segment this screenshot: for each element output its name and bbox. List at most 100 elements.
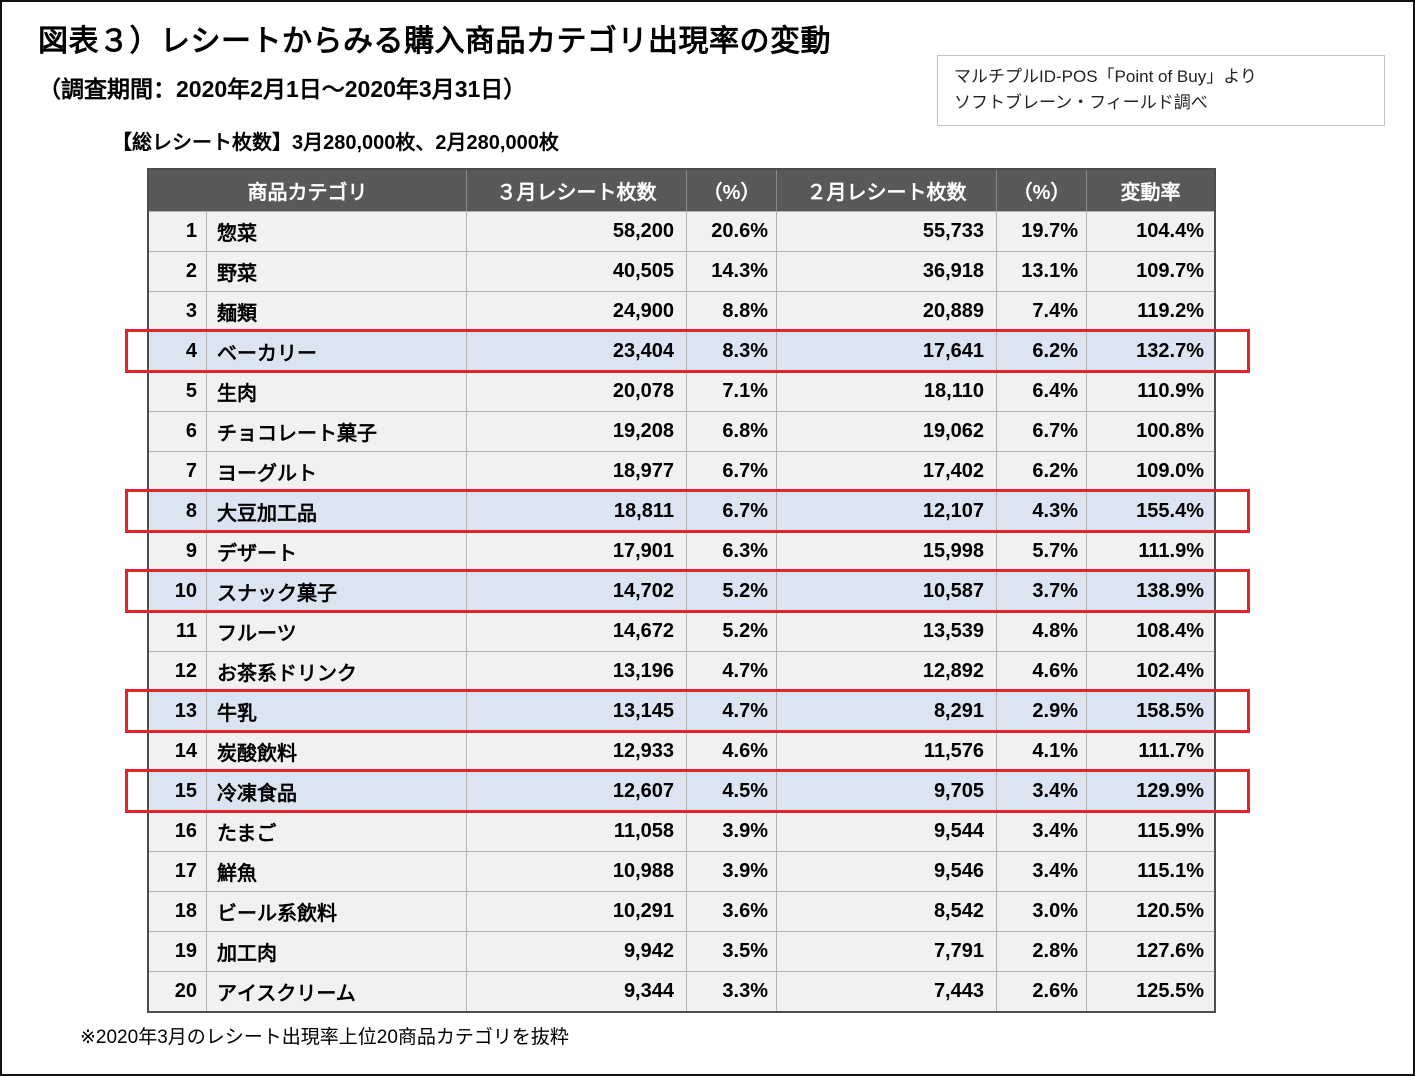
row-rank: 5	[149, 372, 207, 411]
row-march-pct: 4.7%	[687, 692, 777, 731]
row-category: 鮮魚	[207, 852, 467, 891]
row-rank: 7	[149, 452, 207, 491]
row-march-count: 18,811	[467, 492, 687, 531]
row-category: デザート	[207, 532, 467, 571]
row-feb-count: 7,443	[777, 972, 997, 1011]
table-row: 3 麺類 24,900 8.8% 20,889 7.4% 119.2%	[149, 291, 1214, 331]
row-rank: 12	[149, 652, 207, 691]
row-march-pct: 6.7%	[687, 492, 777, 531]
row-rank: 4	[149, 332, 207, 371]
table-row: 2 野菜 40,505 14.3% 36,918 13.1% 109.7%	[149, 251, 1214, 291]
row-march-pct: 6.3%	[687, 532, 777, 571]
row-feb-count: 12,892	[777, 652, 997, 691]
row-march-pct: 14.3%	[687, 252, 777, 291]
row-march-count: 13,196	[467, 652, 687, 691]
table-row: 10 スナック菓子 14,702 5.2% 10,587 3.7% 138.9%	[125, 569, 1250, 613]
row-change-rate: 158.5%	[1136, 700, 1204, 722]
row-change-rate: 119.2%	[1137, 300, 1204, 322]
row-feb-pct: 4.1%	[997, 732, 1087, 771]
row-march-pct: 20.6%	[687, 212, 777, 251]
row-march-count: 24,900	[467, 292, 687, 331]
row-rank: 20	[149, 972, 207, 1011]
row-feb-pct: 6.2%	[997, 332, 1087, 371]
table-row: 17 鮮魚 10,988 3.9% 9,546 3.4% 115.1%	[149, 851, 1214, 891]
table-row: 1 惣菜 58,200 20.6% 55,733 19.7% 104.4%	[149, 211, 1214, 251]
row-category: ベーカリー	[207, 332, 467, 371]
row-change-rate: 132.7%	[1136, 340, 1204, 362]
row-march-count: 40,505	[467, 252, 687, 291]
row-march-count: 17,901	[467, 532, 687, 571]
row-rank: 19	[149, 932, 207, 971]
table-row: 11 フルーツ 14,672 5.2% 13,539 4.8% 108.4%	[149, 611, 1214, 651]
row-feb-count: 15,998	[777, 532, 997, 571]
table-row: 7 ヨーグルト 18,977 6.7% 17,402 6.2% 109.0%	[149, 451, 1214, 491]
category-table: 商品カテゴリ ３月レシート枚数 （%） ２月レシート枚数 （%） 変動率 1 惣…	[125, 168, 1250, 1013]
row-march-pct: 4.6%	[687, 732, 777, 771]
receipt-count-note: 【総レシート枚数】3月280,000枚、2月280,000枚	[112, 132, 559, 154]
row-rank: 1	[149, 212, 207, 251]
row-feb-count: 11,576	[777, 732, 997, 771]
table-row: 18 ビール系飲料 10,291 3.6% 8,542 3.0% 120.5%	[149, 891, 1214, 931]
header-cell-category: 商品カテゴリ	[149, 170, 467, 211]
source-line-1: マルチプルID-POS「Point of Buy」より	[954, 67, 1257, 86]
row-march-count: 20,078	[467, 372, 687, 411]
row-change-rate: 138.9%	[1136, 580, 1204, 602]
table-body: 1 惣菜 58,200 20.6% 55,733 19.7% 104.4% 2 …	[125, 211, 1250, 1011]
row-feb-pct: 4.3%	[997, 492, 1087, 531]
row-march-pct: 5.2%	[687, 612, 777, 651]
row-feb-count: 7,791	[777, 932, 997, 971]
row-feb-pct: 3.4%	[997, 772, 1087, 811]
row-feb-count: 8,542	[777, 892, 997, 931]
source-line-2: ソフトブレーン・フィールド調べ	[954, 93, 1208, 113]
row-feb-pct: 3.7%	[997, 572, 1087, 611]
table-row: 20 アイスクリーム 9,344 3.3% 7,443 2.6% 125.5%	[149, 971, 1214, 1011]
row-march-pct: 8.8%	[687, 292, 777, 331]
row-march-count: 9,942	[467, 932, 687, 971]
row-category: ビール系飲料	[207, 892, 467, 931]
table-row: 8 大豆加工品 18,811 6.7% 12,107 4.3% 155.4%	[125, 489, 1250, 533]
row-march-pct: 6.7%	[687, 452, 777, 491]
row-change-rate: 104.4%	[1136, 220, 1204, 242]
row-feb-count: 55,733	[777, 212, 997, 251]
row-feb-pct: 19.7%	[997, 212, 1087, 251]
row-category: ヨーグルト	[207, 452, 467, 491]
row-march-count: 10,291	[467, 892, 687, 931]
table-row: 14 炭酸飲料 12,933 4.6% 11,576 4.1% 111.7%	[149, 731, 1214, 771]
row-change-rate: 129.9%	[1136, 780, 1204, 802]
row-change-rate: 155.4%	[1136, 500, 1204, 522]
header-cell-feb-pct: （%）	[997, 170, 1087, 211]
row-march-count: 11,058	[467, 812, 687, 851]
row-category: 冷凍食品	[207, 772, 467, 811]
table-row: 9 デザート 17,901 6.3% 15,998 5.7% 111.9%	[149, 531, 1214, 571]
row-rank: 17	[149, 852, 207, 891]
row-category: たまご	[207, 812, 467, 851]
row-feb-pct: 5.7%	[997, 532, 1087, 571]
row-change-rate: 111.9%	[1138, 540, 1204, 562]
row-category: 炭酸飲料	[207, 732, 467, 771]
table-row: 13 牛乳 13,145 4.7% 8,291 2.9% 158.5%	[125, 689, 1250, 733]
row-feb-count: 8,291	[777, 692, 997, 731]
row-change-rate: 120.5%	[1136, 900, 1204, 922]
row-change-rate: 108.4%	[1136, 620, 1204, 642]
row-march-pct: 7.1%	[687, 372, 777, 411]
row-category: 野菜	[207, 252, 467, 291]
row-change-rate: 127.6%	[1136, 940, 1204, 962]
row-change-rate: 111.7%	[1138, 740, 1204, 762]
row-rank: 10	[149, 572, 207, 611]
row-rank: 16	[149, 812, 207, 851]
row-feb-pct: 6.4%	[997, 372, 1087, 411]
row-feb-count: 9,705	[777, 772, 997, 811]
row-march-count: 18,977	[467, 452, 687, 491]
row-feb-pct: 3.0%	[997, 892, 1087, 931]
row-change-rate: 102.4%	[1136, 660, 1204, 682]
header-cell-feb-count: ２月レシート枚数	[777, 170, 997, 211]
source-box: マルチプルID-POS「Point of Buy」より ソフトブレーン・フィール…	[937, 55, 1385, 126]
header-cell-change-rate: 変動率	[1120, 182, 1181, 204]
row-feb-pct: 4.8%	[997, 612, 1087, 651]
row-march-count: 19,208	[467, 412, 687, 451]
row-feb-count: 13,539	[777, 612, 997, 651]
table-row: 15 冷凍食品 12,607 4.5% 9,705 3.4% 129.9%	[125, 769, 1250, 813]
row-feb-count: 36,918	[777, 252, 997, 291]
row-feb-pct: 7.4%	[997, 292, 1087, 331]
